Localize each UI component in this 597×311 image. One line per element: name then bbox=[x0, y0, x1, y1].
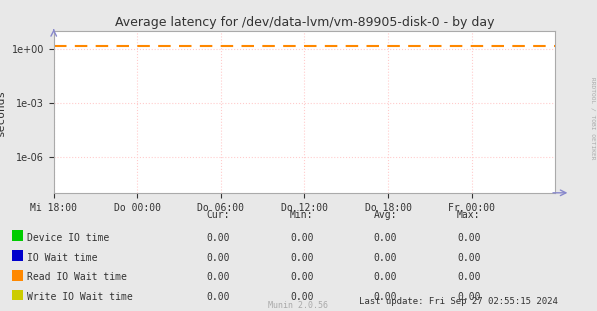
Text: 0.00: 0.00 bbox=[374, 292, 397, 302]
Text: 0.00: 0.00 bbox=[290, 292, 313, 302]
Text: Avg:: Avg: bbox=[374, 210, 397, 220]
Text: 0.00: 0.00 bbox=[207, 253, 230, 262]
Text: Munin 2.0.56: Munin 2.0.56 bbox=[269, 301, 328, 310]
Y-axis label: seconds: seconds bbox=[0, 88, 6, 136]
Title: Average latency for /dev/data-lvm/vm-89905-disk-0 - by day: Average latency for /dev/data-lvm/vm-899… bbox=[115, 16, 494, 29]
Text: 0.00: 0.00 bbox=[457, 272, 481, 282]
Text: Max:: Max: bbox=[457, 210, 481, 220]
Text: 0.00: 0.00 bbox=[290, 253, 313, 262]
Text: 0.00: 0.00 bbox=[290, 272, 313, 282]
Text: 0.00: 0.00 bbox=[457, 253, 481, 262]
Text: 0.00: 0.00 bbox=[207, 233, 230, 243]
Text: Last update: Fri Sep 27 02:55:15 2024: Last update: Fri Sep 27 02:55:15 2024 bbox=[359, 297, 558, 306]
Text: 0.00: 0.00 bbox=[290, 233, 313, 243]
Text: Cur:: Cur: bbox=[207, 210, 230, 220]
Text: 0.00: 0.00 bbox=[374, 253, 397, 262]
Text: 0.00: 0.00 bbox=[374, 272, 397, 282]
Text: Write IO Wait time: Write IO Wait time bbox=[27, 292, 133, 302]
Text: 0.00: 0.00 bbox=[374, 233, 397, 243]
Text: 0.00: 0.00 bbox=[207, 272, 230, 282]
Text: Min:: Min: bbox=[290, 210, 313, 220]
Text: RRDTOOL / TOBI OETIKER: RRDTOOL / TOBI OETIKER bbox=[591, 77, 596, 160]
Text: 0.00: 0.00 bbox=[457, 233, 481, 243]
Text: 0.00: 0.00 bbox=[207, 292, 230, 302]
Text: Device IO time: Device IO time bbox=[27, 233, 110, 243]
Text: IO Wait time: IO Wait time bbox=[27, 253, 98, 262]
Text: 0.00: 0.00 bbox=[457, 292, 481, 302]
Text: Read IO Wait time: Read IO Wait time bbox=[27, 272, 127, 282]
